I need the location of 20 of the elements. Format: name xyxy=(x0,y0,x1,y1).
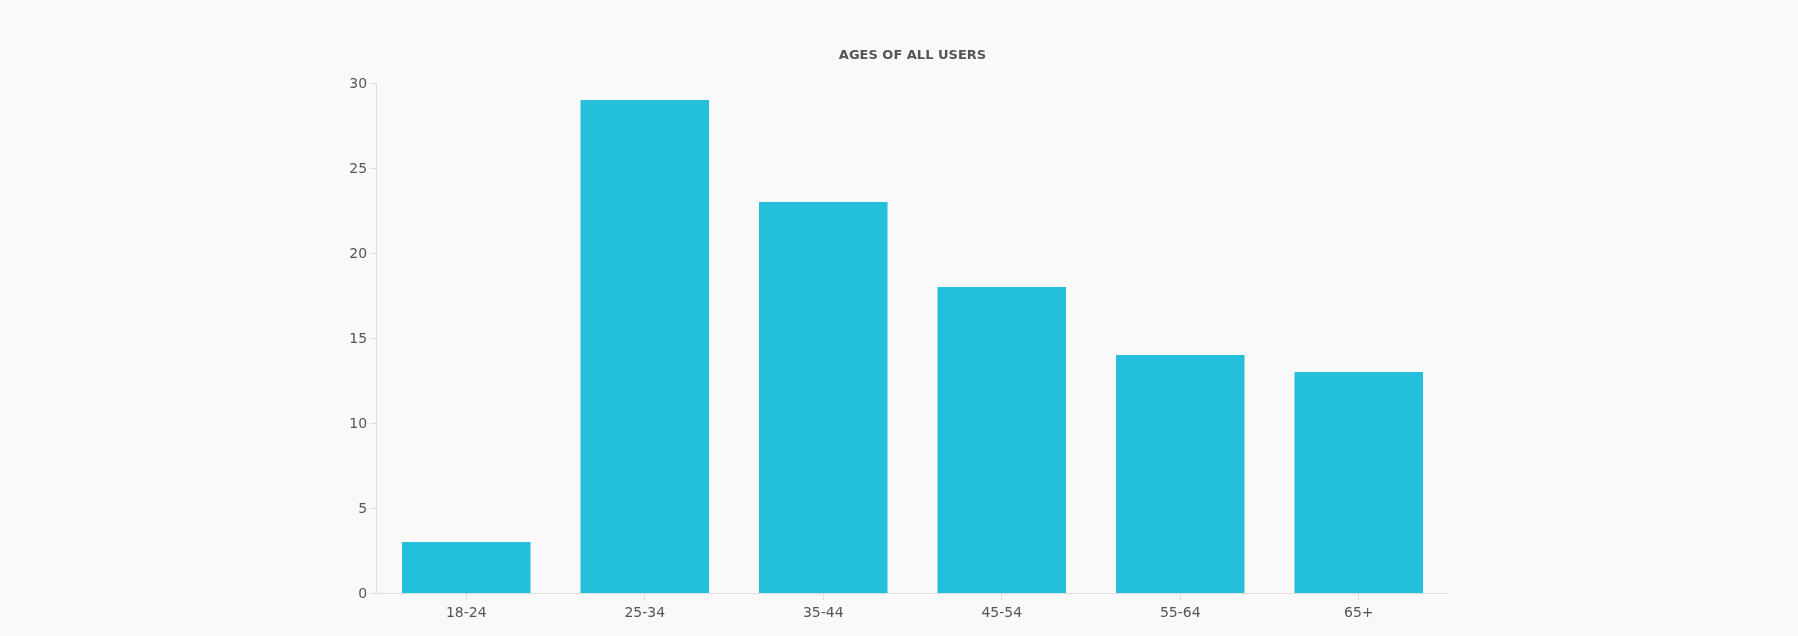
y-tick-label: 5 xyxy=(358,499,368,516)
bar xyxy=(758,202,888,593)
x-tick-label: 25-34 xyxy=(624,603,666,620)
bar xyxy=(1115,355,1245,593)
y-tick-label: 0 xyxy=(358,584,368,601)
y-tick-label: 25 xyxy=(349,159,368,176)
bar xyxy=(401,542,531,593)
x-tick-label: 45-54 xyxy=(981,603,1023,620)
x-tick-label: 18-24 xyxy=(445,603,487,620)
chart-title: AGES OF ALL USERS xyxy=(838,46,987,62)
x-tick-label: 55-64 xyxy=(1159,603,1201,620)
bar xyxy=(937,287,1067,593)
y-tick-label: 15 xyxy=(349,329,368,346)
y-tick-label: 10 xyxy=(349,414,368,431)
x-tick-label: 35-44 xyxy=(802,603,844,620)
bar xyxy=(1294,372,1424,593)
y-tick-label: 30 xyxy=(349,74,368,91)
bar xyxy=(580,100,710,593)
y-tick-label: 20 xyxy=(349,244,368,261)
x-tick-label: 65+ xyxy=(1343,603,1374,620)
